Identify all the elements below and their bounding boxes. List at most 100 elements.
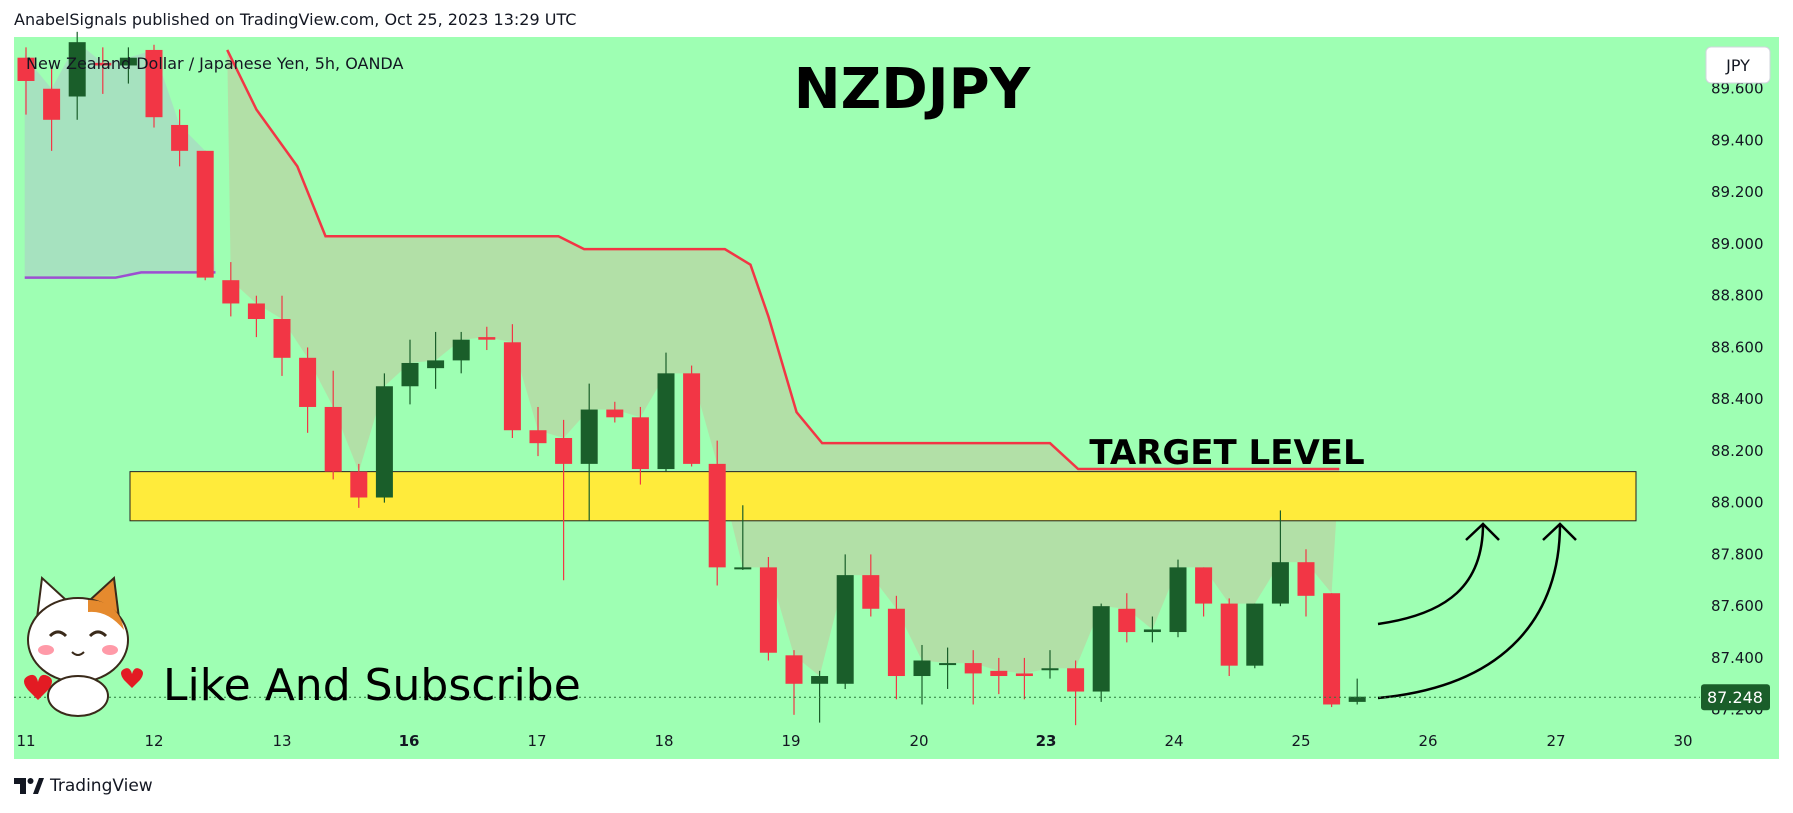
candle bbox=[631, 406, 649, 485]
candle bbox=[862, 554, 880, 617]
candle-body bbox=[836, 575, 854, 684]
candle-body bbox=[913, 660, 931, 677]
candle bbox=[1348, 678, 1366, 705]
price-tick-label: 88.800 bbox=[1711, 287, 1764, 305]
forecast-arrow-1-head bbox=[1465, 522, 1500, 541]
candle-body bbox=[119, 57, 137, 66]
candle-body bbox=[247, 303, 265, 319]
candle bbox=[427, 331, 445, 389]
candle bbox=[375, 373, 393, 503]
candle bbox=[324, 370, 342, 480]
candle bbox=[580, 383, 598, 521]
forecast-arrows bbox=[1377, 522, 1577, 700]
candle-body bbox=[708, 463, 726, 568]
candle-body bbox=[1271, 562, 1289, 604]
candle bbox=[1323, 593, 1341, 708]
time-tick-label: 19 bbox=[781, 732, 800, 750]
support-line bbox=[24, 271, 216, 279]
candle-body bbox=[350, 471, 368, 498]
price-tick-label: 87.600 bbox=[1711, 597, 1764, 615]
candle bbox=[964, 650, 982, 705]
candle bbox=[708, 440, 726, 586]
candle bbox=[171, 109, 189, 167]
indicator-lines bbox=[24, 49, 1340, 471]
candle bbox=[94, 47, 112, 94]
candle bbox=[222, 262, 240, 317]
candle bbox=[529, 406, 547, 457]
candle bbox=[145, 44, 163, 128]
candle bbox=[683, 365, 701, 467]
candle-body bbox=[43, 88, 61, 120]
price-tick-label: 89.400 bbox=[1711, 131, 1764, 149]
tradingview-logo[interactable]: TradingView bbox=[14, 776, 153, 796]
price-tick-label: 89.600 bbox=[1711, 80, 1764, 98]
candle-body bbox=[606, 409, 624, 418]
candle-body bbox=[222, 280, 240, 304]
candle-body bbox=[299, 357, 317, 407]
price-tick-label: 88.600 bbox=[1711, 338, 1764, 356]
candle-body bbox=[759, 567, 777, 653]
forecast-arrow-2 bbox=[1377, 523, 1562, 700]
candle-body bbox=[324, 406, 342, 472]
candle bbox=[452, 331, 470, 374]
candle bbox=[1271, 510, 1289, 607]
candle-body bbox=[555, 438, 573, 464]
support-cloud bbox=[24, 42, 216, 278]
candles bbox=[17, 31, 1366, 726]
tradingview-brand-text: TradingView bbox=[50, 776, 153, 796]
last-price-value: 87.248 bbox=[1707, 688, 1763, 707]
candle bbox=[1246, 603, 1264, 669]
price-tick-label: 89.000 bbox=[1711, 235, 1764, 253]
candle bbox=[1067, 660, 1085, 726]
time-tick-label: 23 bbox=[1036, 732, 1057, 750]
time-axis: 11 12 13 16 17 18 19 20 23 24 25 26 27 30 bbox=[16, 732, 1692, 750]
candle-body bbox=[657, 373, 675, 470]
time-tick-label: 17 bbox=[527, 732, 546, 750]
candle-body bbox=[862, 575, 880, 609]
currency-button[interactable]: JPY bbox=[1705, 46, 1771, 84]
candle-body bbox=[196, 150, 214, 278]
candle-body bbox=[94, 62, 112, 66]
candle-body bbox=[145, 49, 163, 118]
candle bbox=[273, 295, 291, 376]
forecast-arrow-2-head bbox=[1542, 522, 1577, 541]
time-tick-label: 25 bbox=[1291, 732, 1310, 750]
candle-body bbox=[1246, 603, 1264, 666]
price-tick-label: 88.000 bbox=[1711, 494, 1764, 512]
candle-body bbox=[580, 409, 598, 464]
last-price-badge: 87.248 bbox=[1701, 684, 1770, 711]
candle bbox=[657, 352, 675, 472]
publisher-line: AnabelSignals published on TradingView.c… bbox=[14, 10, 577, 29]
candle bbox=[785, 650, 803, 715]
candle bbox=[1143, 616, 1161, 643]
currency-button-label: JPY bbox=[1725, 56, 1750, 75]
candle bbox=[1092, 603, 1110, 702]
candle-body bbox=[734, 567, 752, 570]
candle bbox=[811, 670, 829, 723]
time-tick-label: 26 bbox=[1418, 732, 1437, 750]
candle bbox=[17, 47, 35, 115]
candle-body bbox=[1118, 608, 1136, 633]
candle bbox=[836, 554, 854, 689]
candle bbox=[196, 150, 214, 281]
candle bbox=[299, 347, 317, 433]
candle-body bbox=[1041, 668, 1059, 671]
candle bbox=[478, 326, 496, 351]
time-tick-label: 24 bbox=[1164, 732, 1183, 750]
candle-body bbox=[1015, 673, 1033, 677]
candle bbox=[119, 47, 137, 84]
candle-body bbox=[529, 430, 547, 444]
candle-body bbox=[375, 386, 393, 498]
time-tick-label: 11 bbox=[16, 732, 35, 750]
candle-body bbox=[939, 663, 957, 666]
candle bbox=[247, 295, 265, 338]
like-subscribe-text: Like And Subscribe bbox=[163, 660, 581, 711]
candle-body bbox=[887, 608, 905, 677]
candle bbox=[1118, 593, 1136, 643]
price-axis: 89.600 89.400 89.200 89.000 88.800 88.600 88.4… bbox=[1711, 80, 1764, 719]
candle-body bbox=[1323, 593, 1341, 705]
time-tick-label: 30 bbox=[1673, 732, 1692, 750]
candle-body bbox=[401, 362, 419, 387]
candle-body bbox=[452, 339, 470, 361]
